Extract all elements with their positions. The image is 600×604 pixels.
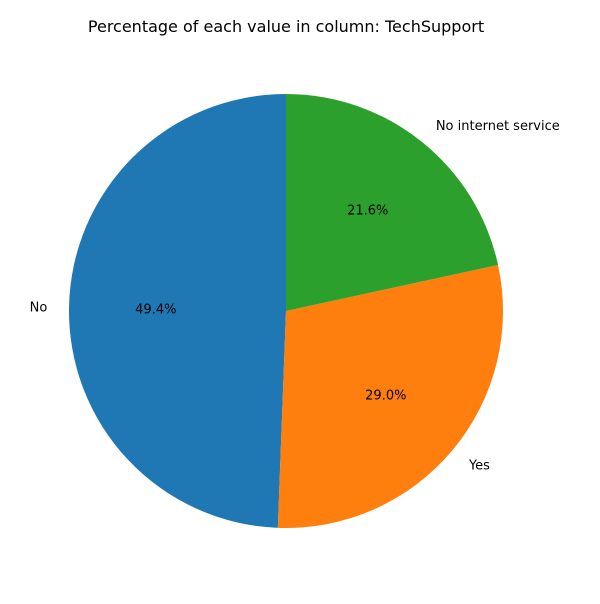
- chart-title: Percentage of each value in column: Tech…: [88, 17, 484, 36]
- pie-slice-no: [69, 94, 287, 528]
- category-label-no: No: [30, 301, 48, 316]
- pie-slices: [69, 94, 503, 529]
- percent-label-no-internet-service: 21.6%: [347, 204, 388, 219]
- pie-labels: No 49.4% Yes 29.0% No internet service 21.6%: [30, 119, 560, 473]
- pie-slice-yes: [277, 264, 503, 529]
- category-label-no-internet-service: No internet service: [436, 119, 560, 134]
- category-label-yes: Yes: [468, 458, 490, 473]
- percent-label-no: 49.4%: [135, 303, 176, 318]
- pie-slice-no-internet-service: [286, 94, 499, 311]
- percent-label-yes: 29.0%: [365, 389, 406, 404]
